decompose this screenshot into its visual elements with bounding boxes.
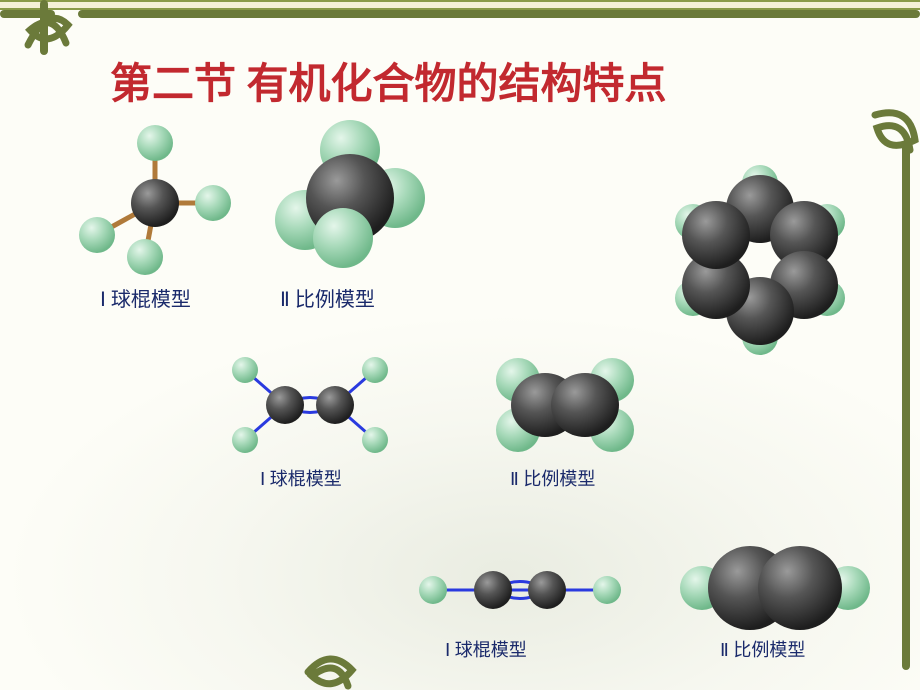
- model-ethene-ball-stick: [225, 350, 395, 460]
- knot-bottom: [300, 642, 360, 690]
- caption-ethyne-sf: Ⅱ 比例模型: [720, 636, 805, 662]
- caption-ethene-sf: Ⅱ 比例模型: [510, 465, 595, 491]
- page-title: 第二节 有机化合物的结构特点: [110, 50, 667, 111]
- border-right: [902, 140, 910, 670]
- knot-top-left: [18, 0, 78, 55]
- model-ethyne-space-fill: [680, 535, 870, 640]
- model-ethyne-ball-stick: [415, 555, 625, 625]
- caption-ethene-bs: Ⅰ 球棍模型: [260, 465, 342, 491]
- border-bottom: [0, 0, 920, 10]
- caption-methane-bs: Ⅰ 球棍模型: [100, 283, 191, 312]
- caption-ethyne-bs: Ⅰ 球棍模型: [445, 636, 527, 662]
- model-methane-space-fill: [275, 120, 425, 270]
- model-benzene-space-fill: [665, 165, 855, 355]
- border-top-seg2: [78, 10, 920, 18]
- caption-methane-sf: Ⅱ 比例模型: [280, 283, 375, 312]
- knot-right: [865, 100, 920, 160]
- model-methane-ball-stick: [75, 125, 235, 275]
- model-ethene-space-fill: [490, 350, 640, 460]
